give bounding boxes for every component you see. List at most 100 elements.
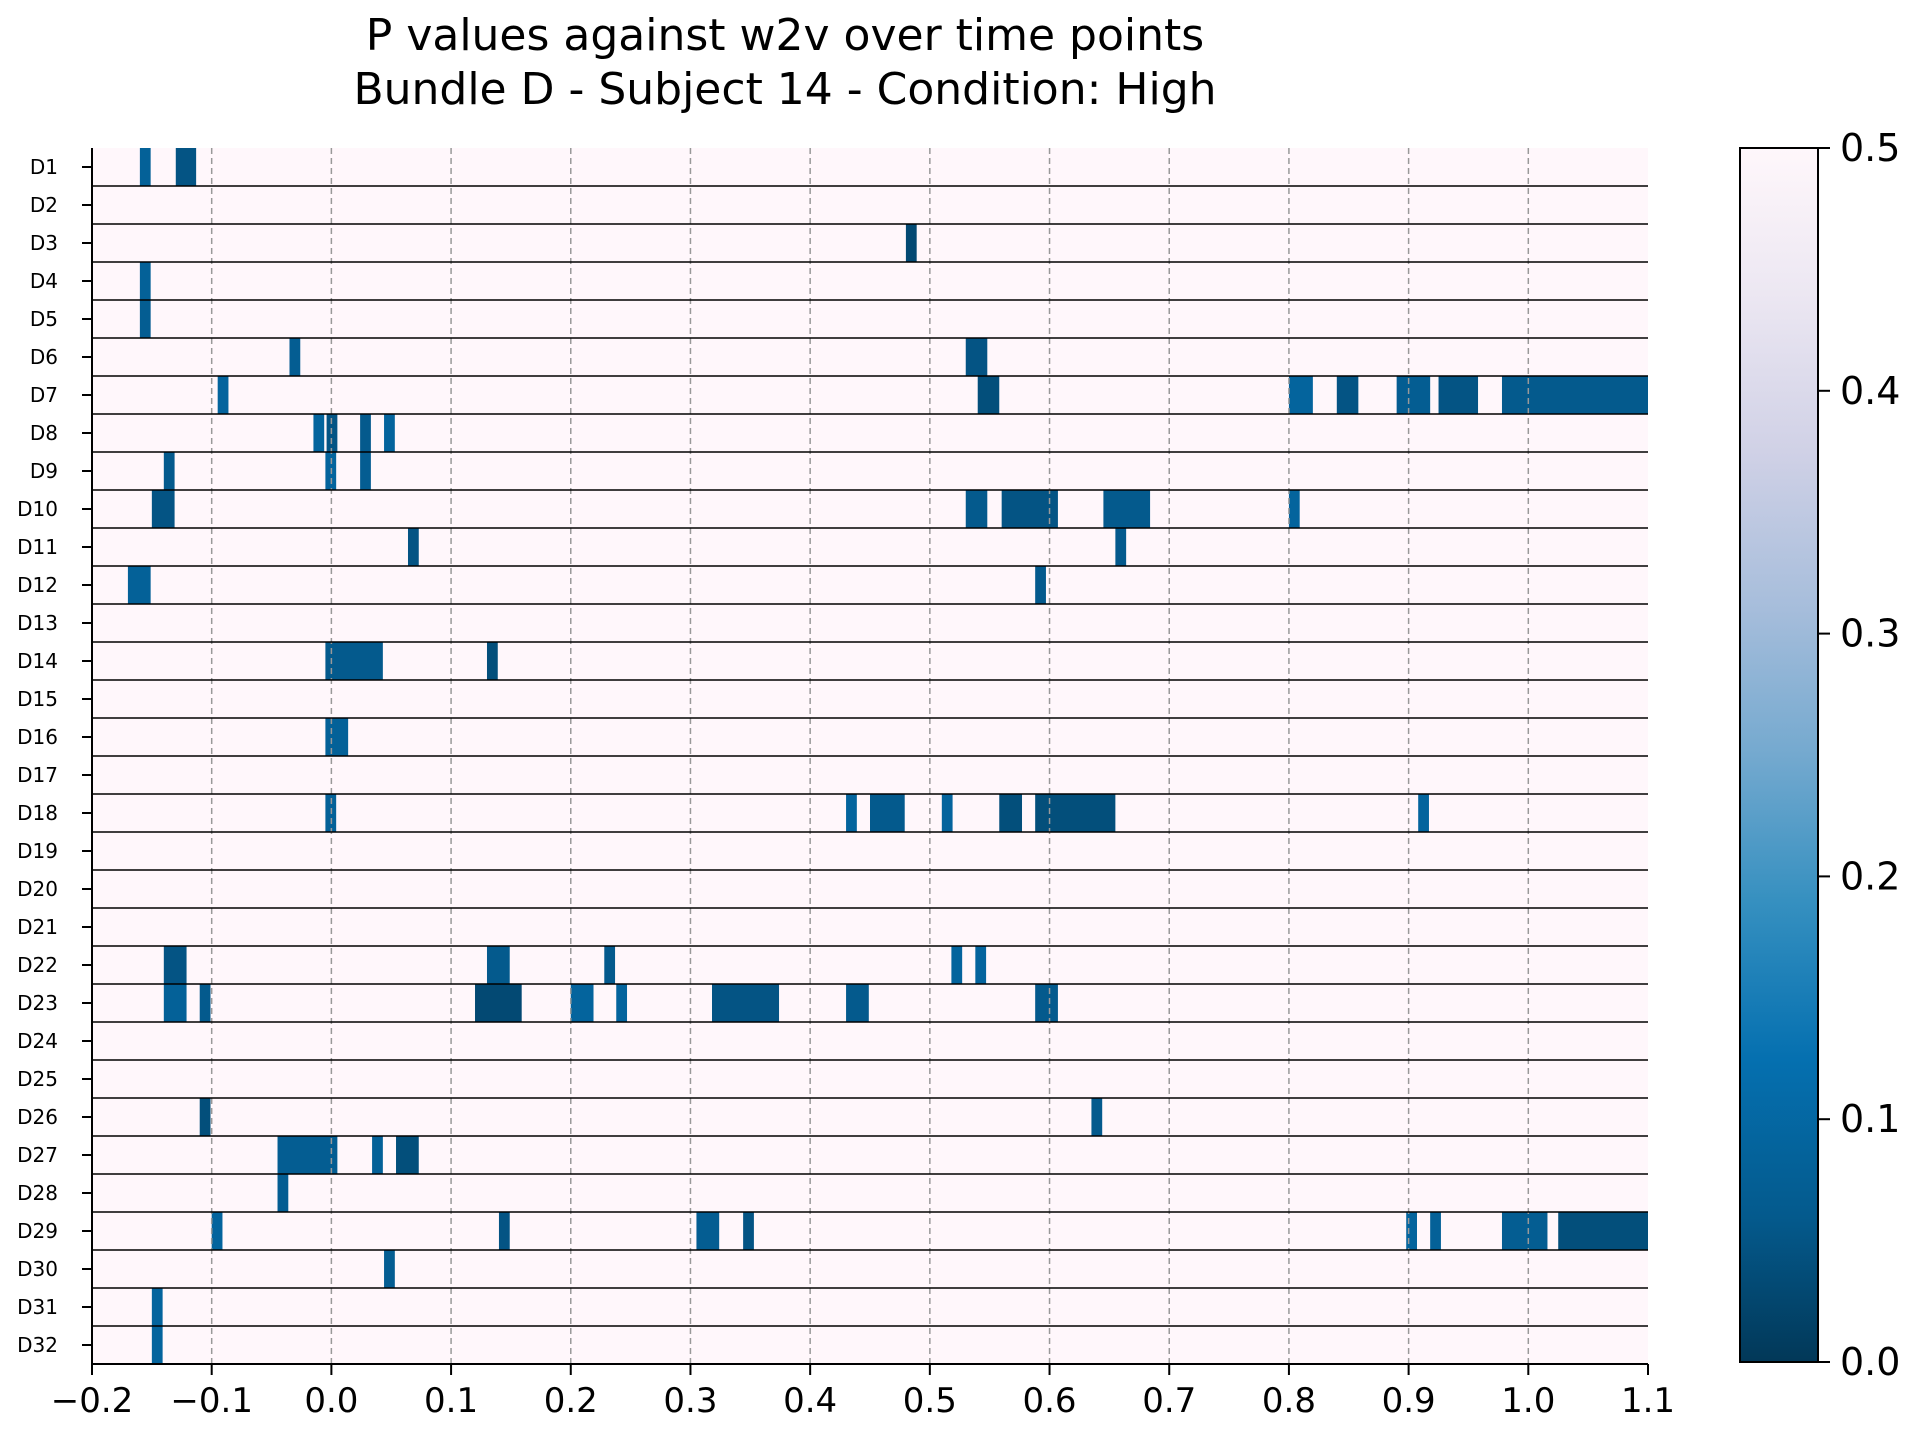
heatmap-cell: [277, 1136, 338, 1174]
y-tick-label: D10: [17, 497, 58, 521]
colorbar-tick-label: 0.1: [1840, 1097, 1900, 1141]
heatmap-cell: [570, 984, 594, 1022]
heatmap-cell: [1501, 376, 1648, 414]
heatmap-cell: [1091, 1098, 1103, 1136]
row-background: [92, 452, 1648, 490]
x-tick-label: 0.8: [1262, 1381, 1316, 1421]
row-background: [92, 832, 1648, 870]
y-tick-label: D9: [30, 459, 58, 483]
x-tick-label: −0.1: [170, 1381, 253, 1421]
heatmap-cell: [1001, 490, 1058, 528]
row-background: [92, 262, 1648, 300]
row-background: [92, 756, 1648, 794]
heatmap-cell: [211, 1212, 223, 1250]
heatmap-cell: [163, 984, 187, 1022]
heatmap-cell: [1103, 490, 1151, 528]
colorbar-tick-label: 0.5: [1840, 126, 1900, 170]
heatmap-cell: [289, 338, 301, 376]
colorbar: 0.0 0.1 0.2 0.3 0.4 0.5: [1739, 126, 1900, 1384]
heatmap-cell: [486, 946, 510, 984]
heatmap-cell: [1035, 794, 1116, 832]
heatmap-cell: [199, 984, 211, 1022]
colorbar-tick-label: 0.2: [1840, 854, 1900, 898]
y-tick-label: D6: [30, 345, 58, 369]
heatmap-cell: [151, 1326, 163, 1364]
chart-title-line-2: Bundle D - Subject 14 - Condition: High: [353, 64, 1216, 115]
row-background: [92, 528, 1648, 566]
y-tick-label: D26: [17, 1105, 58, 1129]
heatmap-cell: [498, 1212, 510, 1250]
heatmap-cell: [951, 946, 963, 984]
row-background: [92, 186, 1648, 224]
heatmap-cell: [965, 490, 988, 528]
heatmap-cell: [163, 452, 175, 490]
x-tick-label: 0.2: [544, 1381, 598, 1421]
heatmap-cell: [151, 490, 175, 528]
y-tick-label: D17: [17, 763, 58, 787]
heatmap-cell: [604, 946, 616, 984]
plot-area: D1 D2 D3 D4 D5 D6 D7 D8 D9 D10 D11 D12 D13 D14 D15 D16 D…: [17, 148, 1675, 1421]
heatmap-cell: [1501, 1212, 1548, 1250]
y-tick-label: D27: [17, 1143, 58, 1167]
y-tick-label: D11: [17, 535, 58, 559]
row-background: [92, 1250, 1648, 1288]
row-background: [92, 1174, 1648, 1212]
heatmap-cell: [360, 414, 371, 452]
heatmap-cell: [965, 338, 988, 376]
heatmap-cell: [1336, 376, 1359, 414]
y-tick-label: D8: [30, 421, 58, 445]
row-background: [92, 224, 1648, 262]
heatmap-cell: [1035, 566, 1046, 604]
heatmap-cell: [696, 1212, 720, 1250]
heatmap-cell: [139, 148, 151, 186]
heatmap-cell: [1396, 376, 1431, 414]
heatmap-cell: [407, 528, 419, 566]
heatmap-cell: [372, 1136, 383, 1174]
row-background: [92, 376, 1648, 414]
heatmap-cell: [486, 642, 498, 680]
heatmap-cell: [1558, 1212, 1648, 1250]
y-tick-label: D21: [17, 915, 58, 939]
heatmap-cell: [1288, 490, 1300, 528]
heatmap-cell: [846, 794, 857, 832]
heatmap-cell: [1115, 528, 1127, 566]
heatmap-cell: [999, 794, 1023, 832]
colorbar-tick-label: 0.0: [1840, 1340, 1900, 1384]
row-background: [92, 984, 1648, 1022]
x-tick-label: 0.6: [1022, 1381, 1076, 1421]
heatmap-cell: [870, 794, 905, 832]
y-tick-label: D30: [17, 1257, 58, 1281]
row-background: [92, 300, 1648, 338]
y-tick-label: D32: [17, 1333, 58, 1357]
heatmap-cell: [325, 642, 383, 680]
heatmap-cell: [360, 452, 371, 490]
colorbar-tick-label: 0.4: [1840, 369, 1900, 413]
row-background: [92, 414, 1648, 452]
y-tick-label: D20: [17, 877, 58, 901]
y-tick-label: D22: [17, 953, 58, 977]
x-tick-label: 0.7: [1142, 1381, 1196, 1421]
x-tick-label: 1.1: [1621, 1381, 1675, 1421]
x-tick-label: 0.5: [903, 1381, 957, 1421]
row-background: [92, 1060, 1648, 1098]
heatmap-cell: [977, 376, 1000, 414]
y-tick-label: D12: [17, 573, 58, 597]
row-background: [92, 338, 1648, 376]
x-tick-label: 0.4: [783, 1381, 837, 1421]
y-tick-label: D24: [17, 1029, 58, 1053]
heatmap-cell: [396, 1136, 419, 1174]
y-tick-label: D4: [30, 269, 58, 293]
row-background: [92, 1098, 1648, 1136]
y-tick-label: D14: [17, 649, 58, 673]
row-background: [92, 1212, 1648, 1250]
heatmap-cell: [1406, 1212, 1417, 1250]
heatmap-cell: [712, 984, 780, 1022]
heatmap-cell: [743, 1212, 754, 1250]
heatmap-cell: [199, 1098, 211, 1136]
heatmap-cell: [151, 1288, 163, 1326]
y-tick-label: D28: [17, 1181, 58, 1205]
heatmap-cell: [1035, 984, 1058, 1022]
row-background: [92, 566, 1648, 604]
heatmap-cell: [1438, 376, 1479, 414]
y-tick-label: D2: [30, 193, 58, 217]
